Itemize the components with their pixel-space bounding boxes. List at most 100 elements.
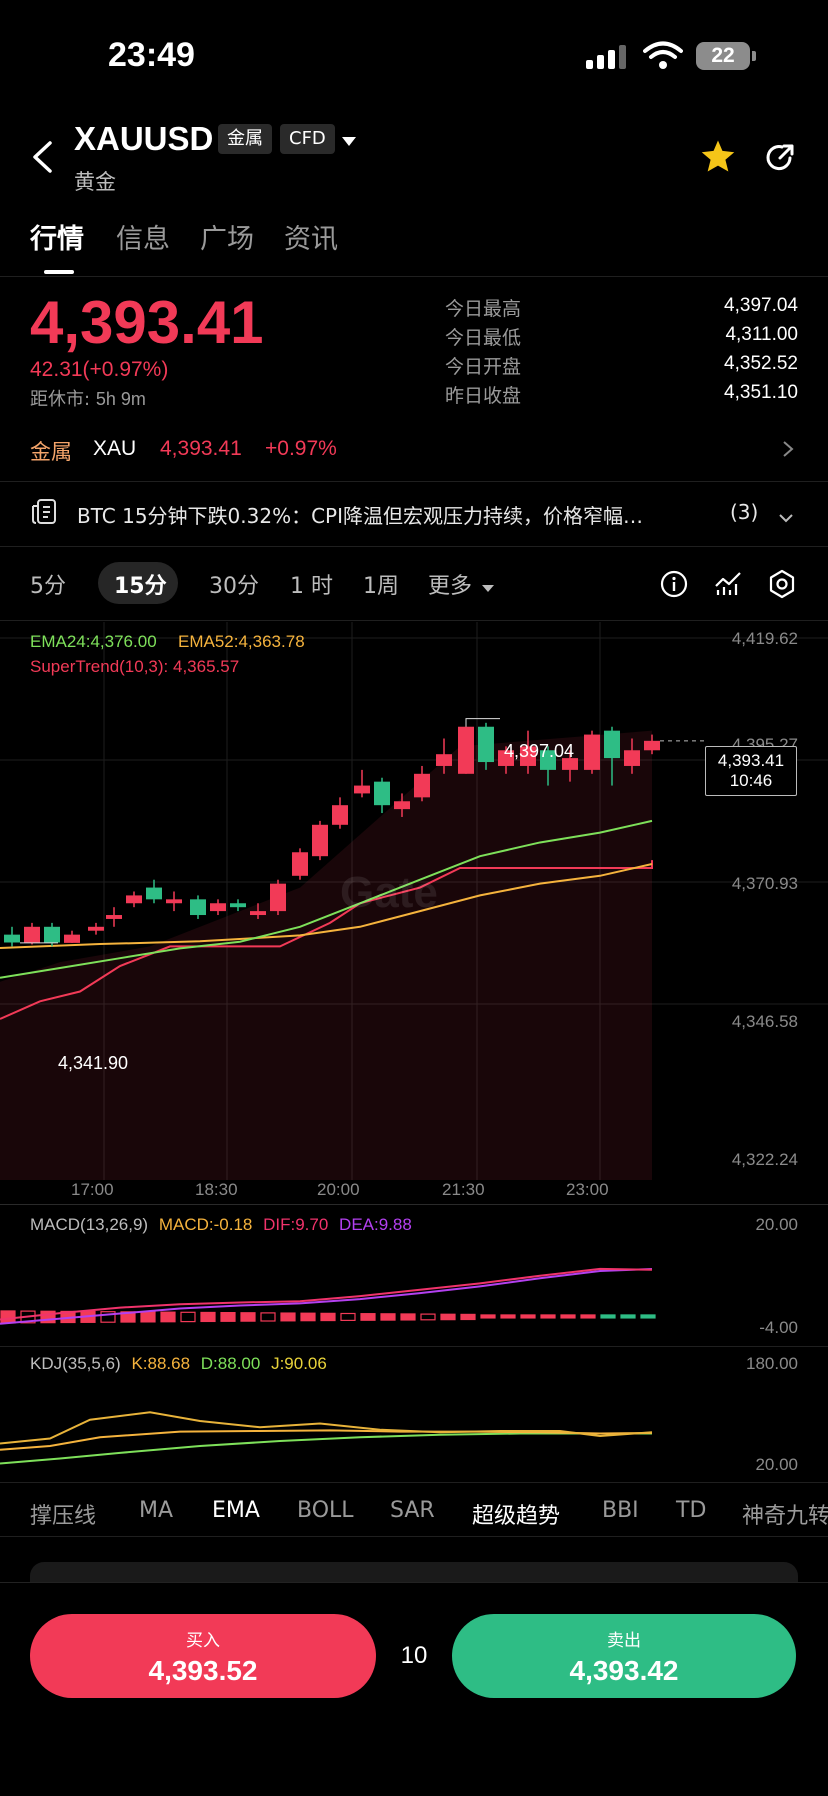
macd-chart — [0, 1267, 656, 1325]
price-axis-label: 4,346.58 — [731, 1012, 798, 1031]
spread-value: 10 — [400, 1642, 428, 1669]
timeframe-more[interactable]: 更多 — [428, 574, 473, 599]
indicator-supertrend[interactable]: 超级趋势 — [472, 1504, 561, 1529]
kdj-axis-bottom: 20.00 — [755, 1455, 798, 1474]
favorite-star-icon[interactable] — [700, 139, 736, 177]
high-marker-line — [465, 718, 500, 727]
indicator-ma[interactable]: MA — [139, 1498, 174, 1523]
watermark: Gate — [340, 868, 438, 917]
macd-histogram-bar — [360, 1313, 376, 1321]
candle-body — [394, 801, 410, 810]
stat-value-high: 4,397.04 — [724, 295, 798, 316]
kdj-axis-top: 180.00 — [746, 1354, 798, 1373]
tab-info[interactable]: 信息 — [116, 224, 170, 255]
kdj-legend: KDJ(35,5,6) K:88.68 D:88.00 J:90.06 — [30, 1354, 327, 1374]
timeframe-1h[interactable]: 1 时 — [290, 574, 333, 599]
candle-body — [312, 824, 328, 857]
divider — [0, 620, 828, 621]
indicator-boll[interactable]: BOLL — [297, 1498, 354, 1523]
indicator-td[interactable]: TD — [676, 1498, 707, 1523]
dropdown-icon[interactable] — [341, 132, 357, 151]
indicator-sar[interactable]: SAR — [390, 1498, 435, 1523]
macd-histogram-bar — [200, 1311, 216, 1323]
tab-market[interactable]: 行情 — [30, 224, 84, 255]
legend-supertrend: SuperTrend(10,3): 4,365.57 — [30, 657, 240, 676]
divider — [0, 481, 828, 482]
status-time: 23:49 — [108, 36, 195, 74]
candle-body — [332, 805, 348, 825]
macd-value: MACD:-0.18 — [158, 1215, 253, 1234]
macd-histogram-bar — [380, 1313, 396, 1321]
legend-ema24: EMA24:4,376.00 — [30, 632, 157, 651]
candle-body — [604, 730, 620, 759]
settings-icon[interactable] — [767, 569, 797, 603]
timeframe-1w[interactable]: 1周 — [363, 574, 399, 599]
timeframe-30m[interactable]: 30分 — [209, 574, 259, 599]
timeframe-15m[interactable]: 15分 — [114, 574, 167, 599]
time-axis-label: 18:30 — [195, 1180, 238, 1199]
candle-body — [146, 887, 162, 900]
dif-line — [0, 1267, 653, 1321]
macd-histogram-bar — [140, 1311, 156, 1323]
close-countdown: 距休市: 5h 9m — [30, 385, 146, 411]
low-marker: 4,341.90 — [58, 1053, 129, 1073]
supertrend-fill — [0, 730, 652, 1180]
stat-label-prev-close: 昨日收盘 — [445, 385, 522, 407]
ema24-line — [0, 819, 653, 979]
indicator-bbi[interactable]: BBI — [602, 1498, 639, 1523]
indicator-support-resistance[interactable]: 撑压线 — [30, 1504, 97, 1529]
kdj-j: J:90.06 — [271, 1354, 327, 1373]
news-headline: BTC 15分钟下跌0.32%：CPI降温但宏观压力持续，价格窄幅… — [77, 504, 643, 528]
macd-histogram-bar — [580, 1314, 596, 1319]
tab-square[interactable]: 广场 — [200, 224, 254, 255]
candle-body — [374, 781, 390, 806]
candle-body — [498, 750, 514, 766]
indicator-magic-nine[interactable]: 神奇九转 — [742, 1504, 828, 1529]
macd-dea: DEA:9.88 — [339, 1215, 412, 1234]
candle-body — [540, 750, 556, 770]
macd-legend: MACD(13,26,9) MACD:-0.18 DIF:9.70 DEA:9.… — [30, 1215, 412, 1235]
divider — [0, 1482, 828, 1483]
back-icon[interactable] — [30, 140, 54, 178]
macd-histogram-bar — [440, 1313, 456, 1321]
buy-price: 4,393.52 — [148, 1655, 258, 1686]
high-marker: 4,397.04 — [504, 741, 575, 761]
candle-body — [436, 754, 452, 766]
related-instrument-row[interactable]: 金属 XAU 4,393.41 +0.97% — [0, 430, 828, 470]
legend-ema52: EMA52:4,363.78 — [178, 632, 305, 651]
type-tag: CFD — [280, 124, 335, 154]
sell-price: 4,393.42 — [569, 1655, 679, 1686]
macd-histogram-bar — [560, 1314, 576, 1319]
macd-label: MACD(13,26,9) — [30, 1215, 149, 1234]
macd-histogram-bar — [280, 1312, 296, 1322]
macd-histogram-bar — [300, 1312, 316, 1322]
macd-histogram-bar — [100, 1311, 116, 1323]
time-axis-label: 17:00 — [71, 1180, 114, 1199]
candle-body — [478, 726, 494, 763]
sell-label: 卖出 — [607, 1631, 641, 1651]
candle-body — [414, 773, 430, 798]
timeframe-5m[interactable]: 5分 — [30, 574, 66, 599]
kdj-d: D:88.00 — [200, 1354, 261, 1373]
related-change: +0.97% — [265, 437, 337, 460]
macd-histogram-bar — [240, 1312, 256, 1322]
news-ticker[interactable]: BTC 15分钟下跌0.32%：CPI降温但宏观压力持续，价格窄幅… (3) — [0, 490, 828, 534]
candle-body — [210, 903, 226, 912]
buy-button[interactable]: 买入 4,393.52 — [30, 1614, 376, 1698]
divider — [0, 1536, 828, 1537]
macd-histogram-bar — [400, 1313, 416, 1321]
timeframe-active-bg — [98, 562, 178, 604]
sell-button[interactable]: 卖出 4,393.42 — [452, 1614, 796, 1698]
divider — [0, 276, 828, 277]
price-chart[interactable] — [0, 622, 828, 1180]
chevron-right-icon — [782, 440, 794, 462]
candle-body — [520, 746, 536, 766]
candle-body — [88, 926, 104, 931]
indicator-ema[interactable]: EMA — [212, 1498, 260, 1523]
tab-news[interactable]: 资讯 — [284, 224, 338, 255]
price-axis-label: 4,322.24 — [731, 1150, 798, 1169]
indicator-chart-icon[interactable] — [713, 568, 743, 602]
info-icon[interactable] — [660, 570, 688, 602]
share-icon[interactable] — [764, 142, 796, 178]
buy-label: 买入 — [186, 1631, 220, 1651]
